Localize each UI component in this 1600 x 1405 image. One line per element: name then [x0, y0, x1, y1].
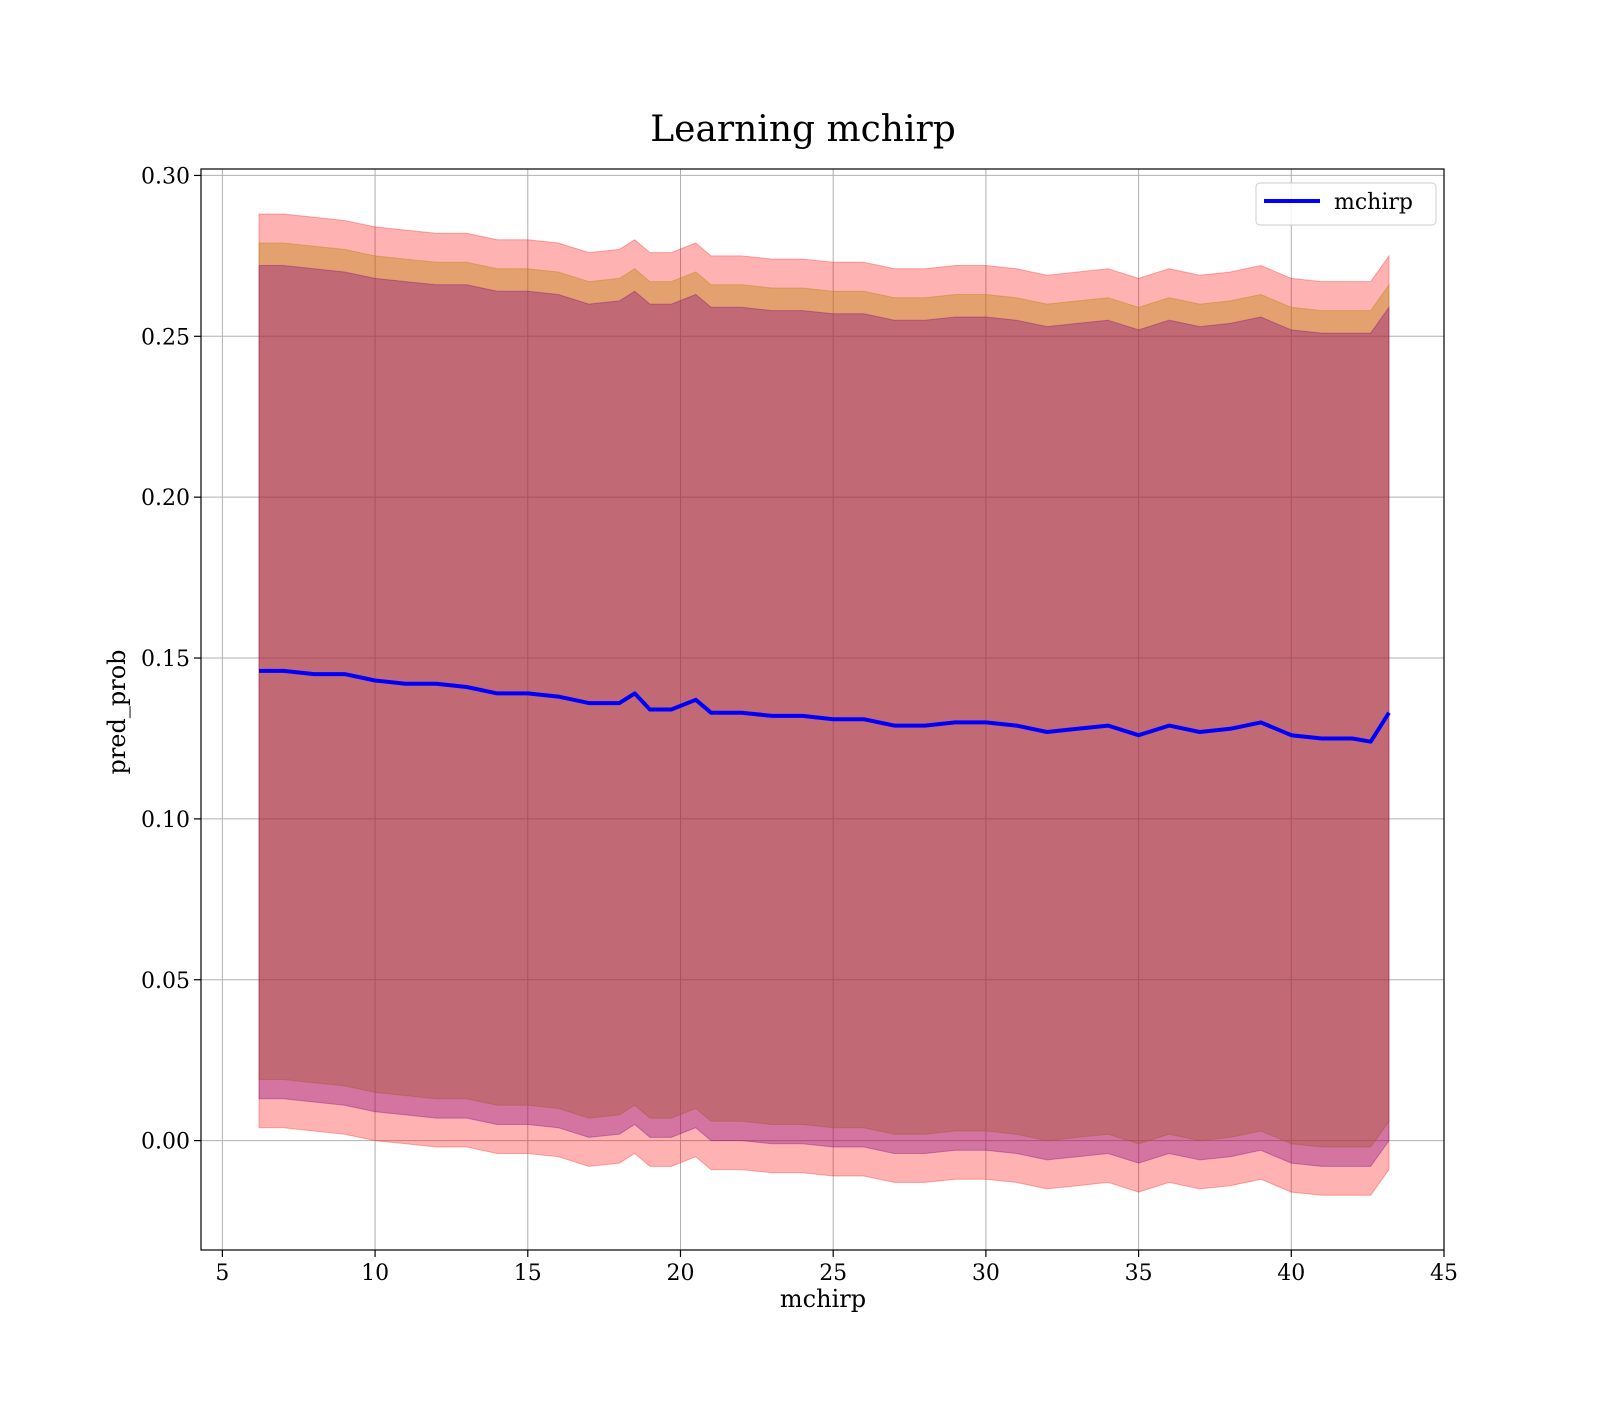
y-tick-label-0: 0.00 [141, 1130, 190, 1155]
x-tick-label-8: 45 [1430, 1261, 1458, 1286]
legend-box [1255, 182, 1437, 226]
x-tick-label-3: 20 [666, 1261, 694, 1286]
legend: mchirp [1255, 182, 1437, 226]
axes-frame [200, 168, 1445, 1251]
y-tick-label-4: 0.20 [141, 486, 190, 511]
y-tick-label-3: 0.15 [141, 647, 190, 672]
plot-area: 5 10 15 20 25 30 35 40 45 0.00 0.05 0.10 0.15 0.20 0.2… [141, 164, 1458, 1286]
y-tick-label-2: 0.10 [141, 808, 190, 833]
series-line-mchirp [259, 668, 1391, 744]
band-2 [258, 265, 1390, 1167]
x-axis-label: mchirp [780, 1285, 866, 1313]
x-tick-label-1: 10 [361, 1261, 389, 1286]
band-1 [258, 242, 1390, 1148]
chart-title: Learning mchirp [650, 109, 956, 150]
y-tick-label-6: 0.30 [141, 164, 190, 189]
x-tick-label-4: 25 [819, 1261, 847, 1286]
band-0 [258, 213, 1390, 1196]
x-tick-label-2: 15 [514, 1261, 542, 1286]
x-tick-label-7: 40 [1277, 1261, 1305, 1286]
y-tick-label-1: 0.05 [141, 969, 190, 994]
x-tick-label-0: 5 [215, 1261, 229, 1286]
legend-label-mchirp: mchirp [1334, 190, 1413, 215]
x-tick-label-6: 35 [1125, 1261, 1153, 1286]
y-tick-label-5: 0.25 [141, 325, 190, 350]
x-tick-label-5: 30 [972, 1261, 1000, 1286]
y-axis-label: pred_prob [103, 649, 131, 774]
